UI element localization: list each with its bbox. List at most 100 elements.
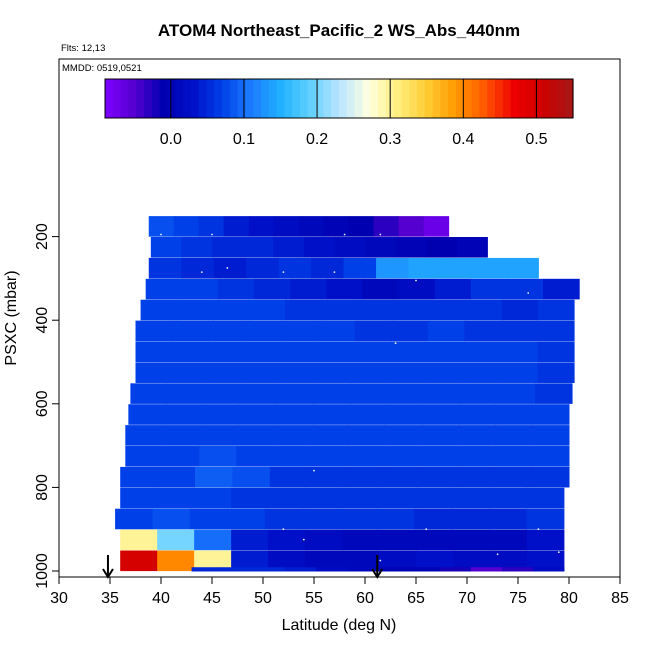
colorbar-segment	[378, 79, 387, 118]
heatmap-cell	[362, 278, 400, 300]
heatmap-cell	[204, 383, 242, 404]
x-tick-label: 45	[203, 590, 221, 607]
x-axis: 30 35 40 45 50 55 60 65 70 75 80 85	[50, 577, 629, 607]
heatmap-cell	[311, 404, 350, 425]
heatmap-cell	[535, 383, 573, 404]
heatmap-cell	[254, 278, 291, 300]
heatmap-cell	[245, 362, 283, 383]
colorbar-segment	[300, 79, 309, 118]
heatmap-cell	[526, 508, 565, 530]
heatmap-cell	[273, 425, 311, 446]
heatmap-cell	[232, 466, 271, 488]
sample-point	[557, 551, 560, 554]
colorbar-segment	[292, 79, 301, 118]
colorbar-segment	[190, 79, 200, 118]
colorbar-tick-label: 0.1	[233, 131, 255, 148]
colorbar-tick-label: 0.5	[525, 131, 547, 148]
heatmap-cell	[464, 341, 502, 363]
dates-label: MMDD: 0519,0521	[62, 63, 142, 74]
colorbar-segment	[183, 79, 192, 118]
heatmap-cell	[334, 237, 366, 258]
x-tick-label: 35	[101, 590, 119, 607]
y-tick-label: 800	[34, 474, 51, 501]
heatmap-cell	[416, 550, 454, 572]
chart-title: ATOM4 Northeast_Pacific_2 WS_Abs_440nm	[158, 21, 520, 40]
heatmap-cell	[189, 508, 228, 530]
heatmap-cell	[227, 508, 266, 530]
colorbar-segment	[136, 79, 145, 118]
heatmap-cell	[543, 278, 580, 300]
heatmap-cell	[305, 529, 343, 551]
heatmap-cell	[176, 299, 214, 321]
heatmap-cell	[470, 278, 508, 300]
colorbar-segment	[495, 79, 504, 118]
colorbar-segment	[151, 79, 161, 118]
heatmap-cell	[248, 299, 286, 321]
heatmap-cell	[419, 466, 458, 488]
heatmap-cell	[318, 362, 356, 383]
heatmap-cell	[135, 362, 173, 383]
x-tick-label: 80	[560, 590, 578, 607]
sample-point	[160, 233, 162, 236]
x-axis-label: Latitude (deg N)	[282, 617, 397, 634]
heatmap-cell	[351, 383, 389, 404]
heatmap-cell	[222, 567, 255, 572]
colorbar-segment	[432, 79, 441, 118]
heatmap-cell	[532, 567, 565, 572]
heatmap-cell	[354, 341, 392, 363]
heatmap-cell	[167, 383, 205, 404]
heatmap-cell	[391, 362, 429, 383]
colorbar	[105, 79, 574, 118]
heatmap-cell	[194, 487, 232, 509]
heatmap-cell	[162, 425, 200, 446]
colorbar-segment	[206, 79, 215, 118]
heatmap-cell	[346, 567, 379, 572]
colorbar-segment	[175, 79, 184, 118]
heatmap-cell	[269, 466, 308, 488]
heatmap-cell	[157, 550, 195, 572]
heatmap-cell	[238, 404, 276, 425]
colorbar-segment	[417, 79, 426, 118]
colorbar-segment	[549, 79, 558, 118]
heatmap-cell	[201, 404, 240, 425]
heatmap-cell	[532, 425, 570, 446]
x-tick-label: 55	[305, 590, 323, 607]
colorbar-segment	[456, 79, 465, 118]
colorbar-segment	[401, 79, 410, 118]
colorbar-segment	[307, 79, 317, 118]
x-tick-label: 50	[254, 590, 272, 607]
heatmap-cell	[473, 257, 507, 279]
colorbar-segment	[393, 79, 402, 118]
y-tick-label: 200	[34, 223, 51, 250]
sample-point	[394, 342, 397, 345]
colorbar-segment	[339, 79, 348, 118]
colorbar-tick-label: 0.2	[306, 131, 328, 148]
heatmap-cell	[342, 529, 380, 551]
flight-markers	[102, 555, 384, 579]
colorbar-segment	[557, 79, 566, 118]
colorbar-segment	[214, 79, 223, 118]
x-tick-label: 75	[509, 590, 527, 607]
heatmap-cell	[379, 487, 417, 509]
colorbar-segment	[229, 79, 239, 118]
heatmap-cell	[501, 341, 539, 363]
heatmap-cell	[213, 257, 247, 279]
heatmap-cell	[376, 508, 415, 530]
heatmap-cell	[395, 237, 427, 258]
heatmap-cell	[273, 216, 300, 237]
colorbar-segment	[253, 79, 262, 118]
heatmap-cell	[310, 446, 348, 467]
heatmap-cell	[464, 320, 502, 342]
heatmap-cell	[157, 466, 196, 488]
heatmap-cell	[223, 216, 250, 237]
heatmap-cell	[212, 299, 250, 321]
colorbar-segment	[128, 79, 137, 118]
sample-point	[200, 271, 203, 274]
heatmap-cell	[157, 487, 195, 509]
heatmap-cell	[344, 466, 383, 488]
heatmap-cell	[537, 299, 575, 321]
colorbar-segment	[409, 79, 418, 118]
heatmap-cell	[440, 257, 474, 279]
heatmap-cell	[465, 299, 503, 321]
x-tick-label: 85	[611, 590, 629, 607]
